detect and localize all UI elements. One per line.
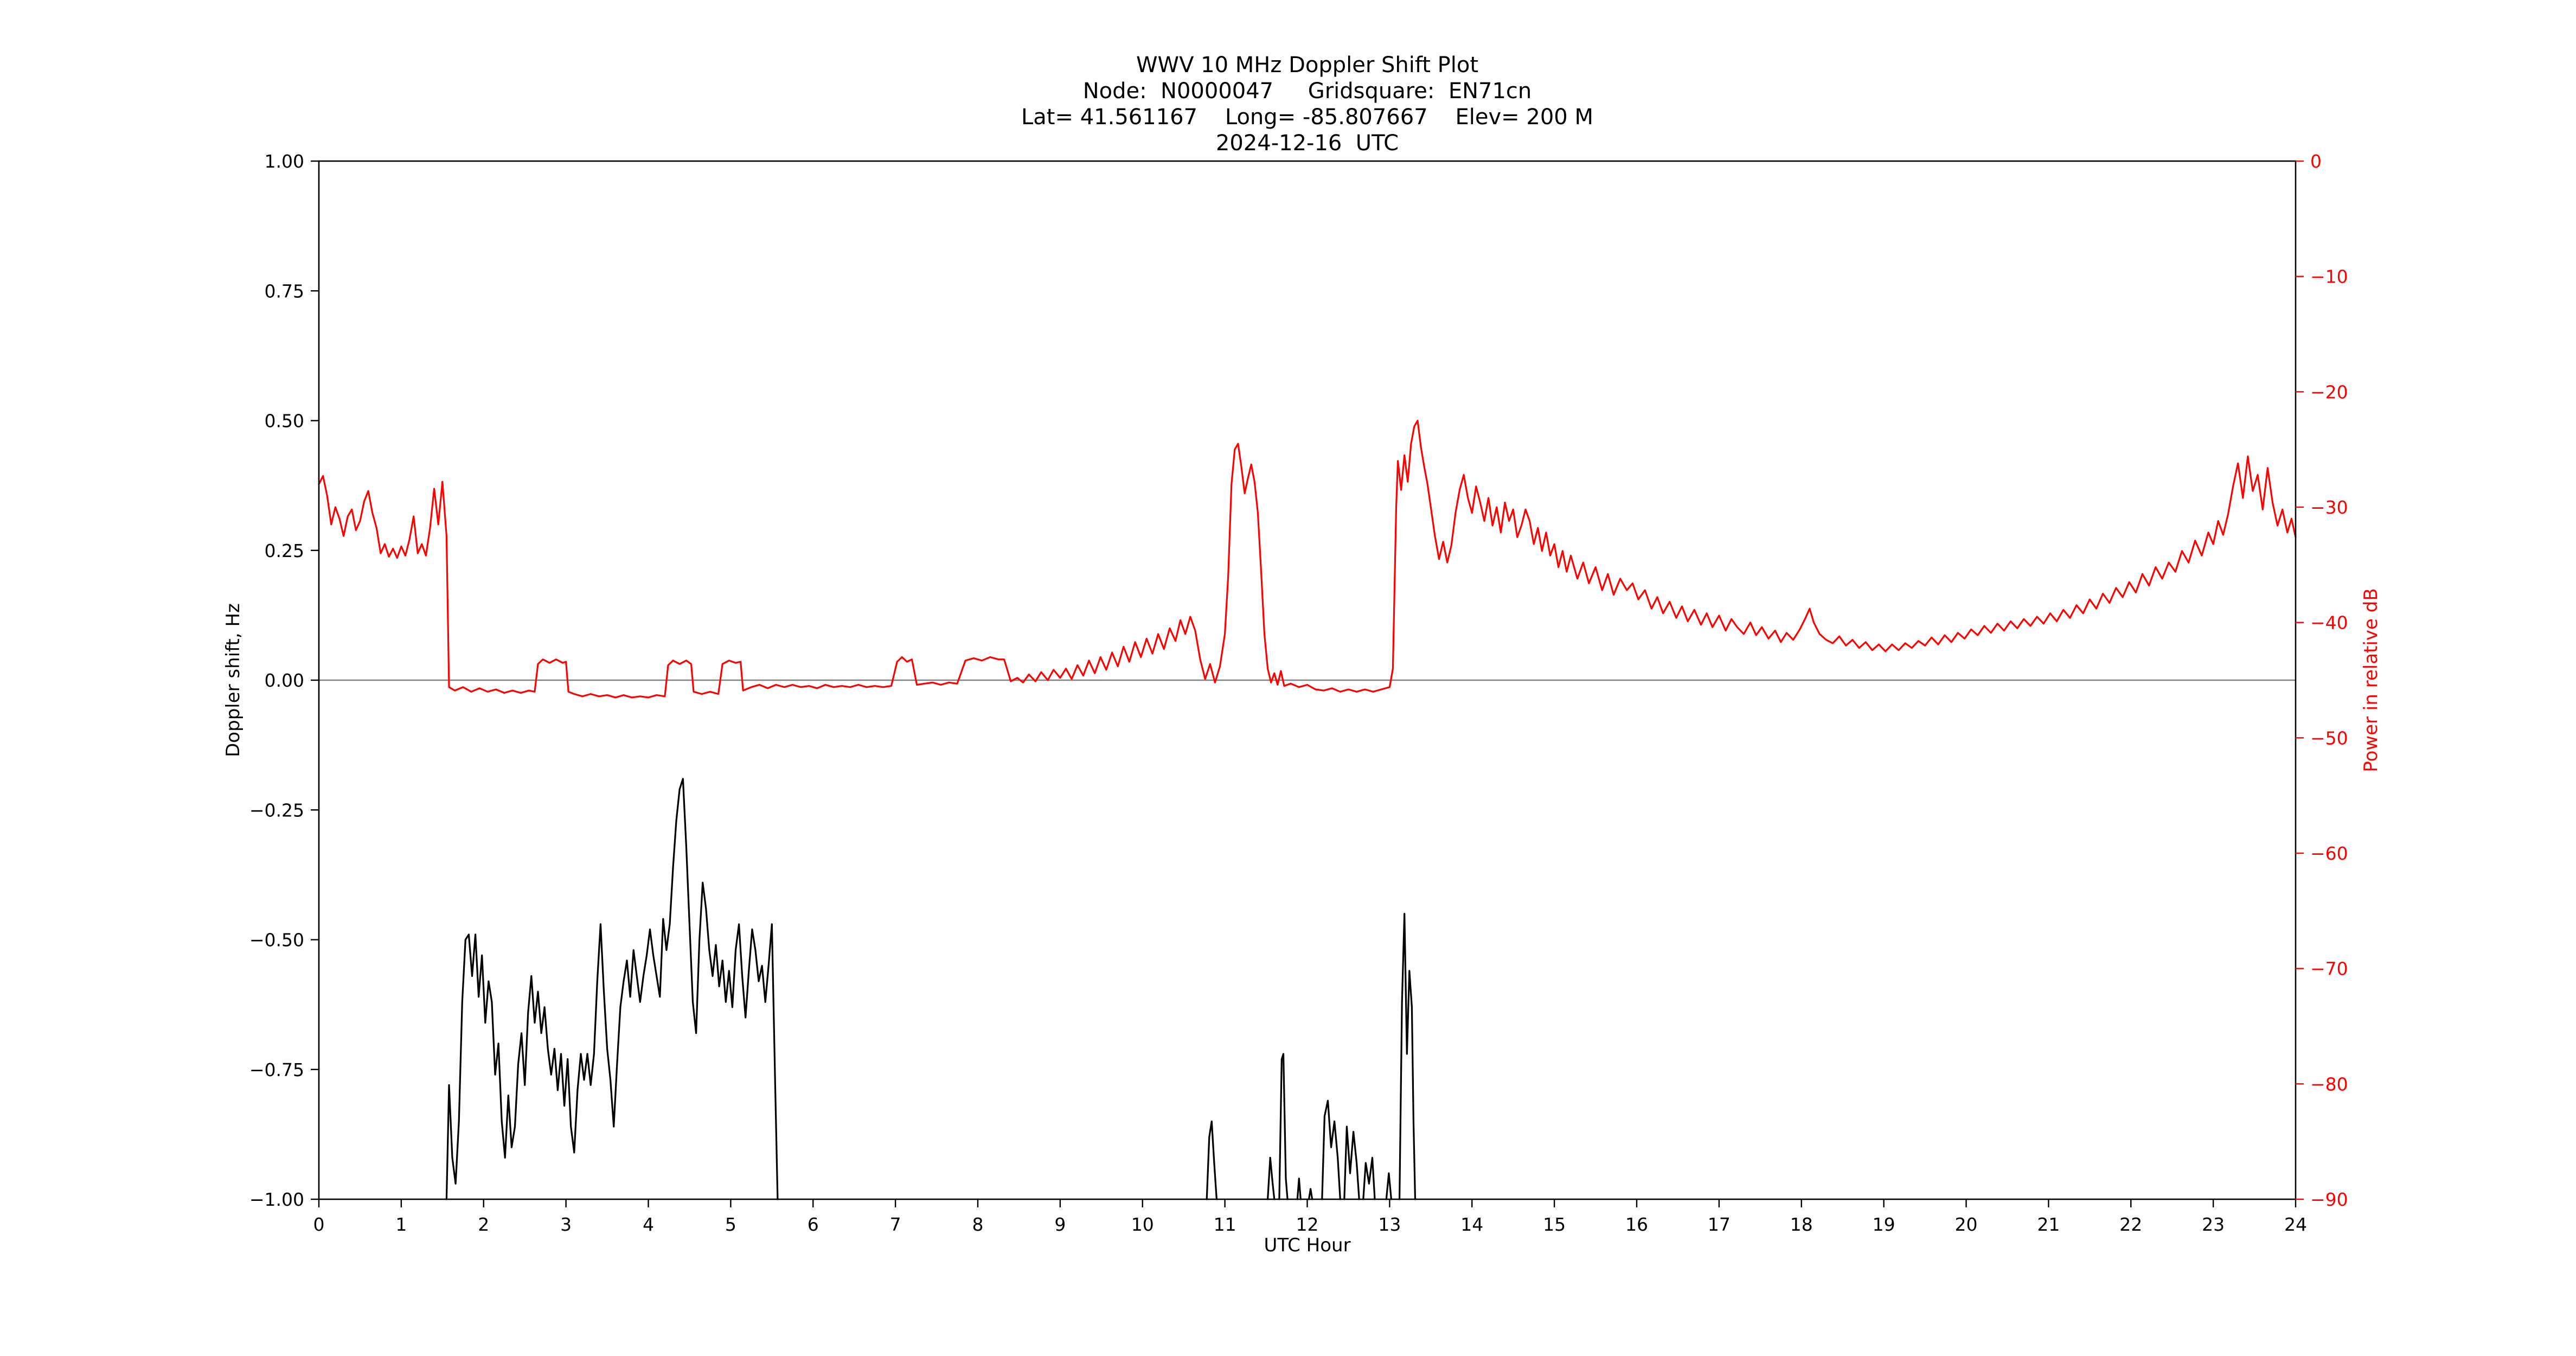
- x-axis-label: UTC Hour: [1264, 1235, 1351, 1256]
- x-tick-label: 22: [2119, 1214, 2142, 1235]
- doppler-line: [1308, 1188, 1313, 1200]
- x-tick-label: 9: [1054, 1214, 1066, 1235]
- x-tick-label: 5: [725, 1214, 736, 1235]
- x-tick-label: 10: [1131, 1214, 1154, 1235]
- x-tick-label: 18: [1790, 1214, 1813, 1235]
- right-axis-label: Power in relative dB: [2360, 588, 2382, 772]
- x-tick-label: 7: [890, 1214, 901, 1235]
- x-tick-label: 1: [395, 1214, 407, 1235]
- x-tick-label: 14: [1460, 1214, 1483, 1235]
- x-tick-label: 13: [1378, 1214, 1401, 1235]
- doppler-line: [1321, 1099, 1341, 1200]
- right-axis-ticks: 0 −10 −20 −30 −40 −50 −60 −70 −80 −90: [2296, 151, 2348, 1210]
- left-tick-label: −0.75: [249, 1059, 304, 1080]
- x-tick-label: 19: [1873, 1214, 1895, 1235]
- left-axis-ticks: 1.00 0.75 0.50 0.25 0.00 −0.25 −0.50 −0.75 −1.00: [249, 151, 319, 1210]
- right-tick-label: −80: [2310, 1073, 2348, 1095]
- power-line: [318, 419, 2297, 699]
- x-tick-label: 3: [560, 1214, 572, 1235]
- x-tick-label: 11: [1214, 1214, 1236, 1235]
- doppler-line-group: [445, 778, 1417, 1200]
- right-tick-label: −20: [2310, 381, 2348, 402]
- doppler-line: [1343, 1125, 1360, 1200]
- doppler-line: [1278, 1053, 1289, 1200]
- x-tick-label: 6: [808, 1214, 819, 1235]
- left-tick-label: 0.75: [265, 280, 304, 302]
- chart-subtitle-date: 2024-12-16 UTC: [1215, 131, 1399, 156]
- chart-title-block: WWV 10 MHz Doppler Shift Plot Node: N000…: [319, 52, 2296, 156]
- doppler-line: [1385, 1172, 1392, 1200]
- x-tick-label: 21: [2037, 1214, 2060, 1235]
- doppler-line: [1267, 1156, 1276, 1200]
- x-tick-label: 20: [1955, 1214, 1978, 1235]
- right-tick-label: −50: [2310, 727, 2348, 749]
- x-tick-label: 16: [1625, 1214, 1648, 1235]
- x-tick-label: 2: [478, 1214, 489, 1235]
- right-tick-label: −40: [2310, 612, 2348, 634]
- left-tick-label: 1.00: [265, 151, 304, 172]
- right-tick-label: −30: [2310, 497, 2348, 518]
- chart-title: WWV 10 MHz Doppler Shift Plot: [1136, 53, 1479, 78]
- x-tick-label: 4: [643, 1214, 654, 1235]
- doppler-line: [1399, 912, 1417, 1200]
- chart-subtitle-location: Lat= 41.561167 Long= -85.807667 Elev= 20…: [1021, 105, 1593, 130]
- x-axis-ticks: 0 1 2 3 4 5 6 7 8 9 10 11 12 13 14 15 16 17 18 19 20 21 22 23 24: [313, 1199, 2307, 1235]
- doppler-line: [1206, 1120, 1217, 1200]
- left-tick-label: −1.00: [249, 1189, 304, 1210]
- left-axis-label: Doppler shift, Hz: [222, 603, 244, 757]
- chart-subtitle-node: Node: N0000047 Gridsquare: EN71cn: [1082, 79, 1532, 104]
- left-tick-label: 0.00: [265, 670, 304, 691]
- left-tick-label: −0.25: [249, 799, 304, 821]
- x-tick-label: 12: [1296, 1214, 1319, 1235]
- x-tick-label: 17: [1708, 1214, 1731, 1235]
- x-tick-label: 24: [2284, 1214, 2307, 1235]
- left-tick-label: 0.25: [265, 540, 304, 561]
- x-tick-label: 23: [2202, 1214, 2225, 1235]
- right-tick-label: −10: [2310, 266, 2348, 287]
- x-tick-label: 0: [313, 1214, 325, 1235]
- power-line-group: [318, 419, 2297, 699]
- right-tick-label: −70: [2310, 958, 2348, 980]
- doppler-line: [445, 778, 779, 1200]
- left-tick-label: −0.50: [249, 930, 304, 951]
- doppler-line: [1296, 1178, 1302, 1200]
- x-tick-label: 15: [1543, 1214, 1566, 1235]
- x-tick-label: 8: [972, 1214, 984, 1235]
- right-tick-label: −90: [2310, 1189, 2348, 1210]
- right-tick-label: −60: [2310, 843, 2348, 864]
- right-tick-label: 0: [2310, 151, 2322, 172]
- left-tick-label: 0.50: [265, 411, 304, 432]
- doppler-line: [1362, 1156, 1376, 1200]
